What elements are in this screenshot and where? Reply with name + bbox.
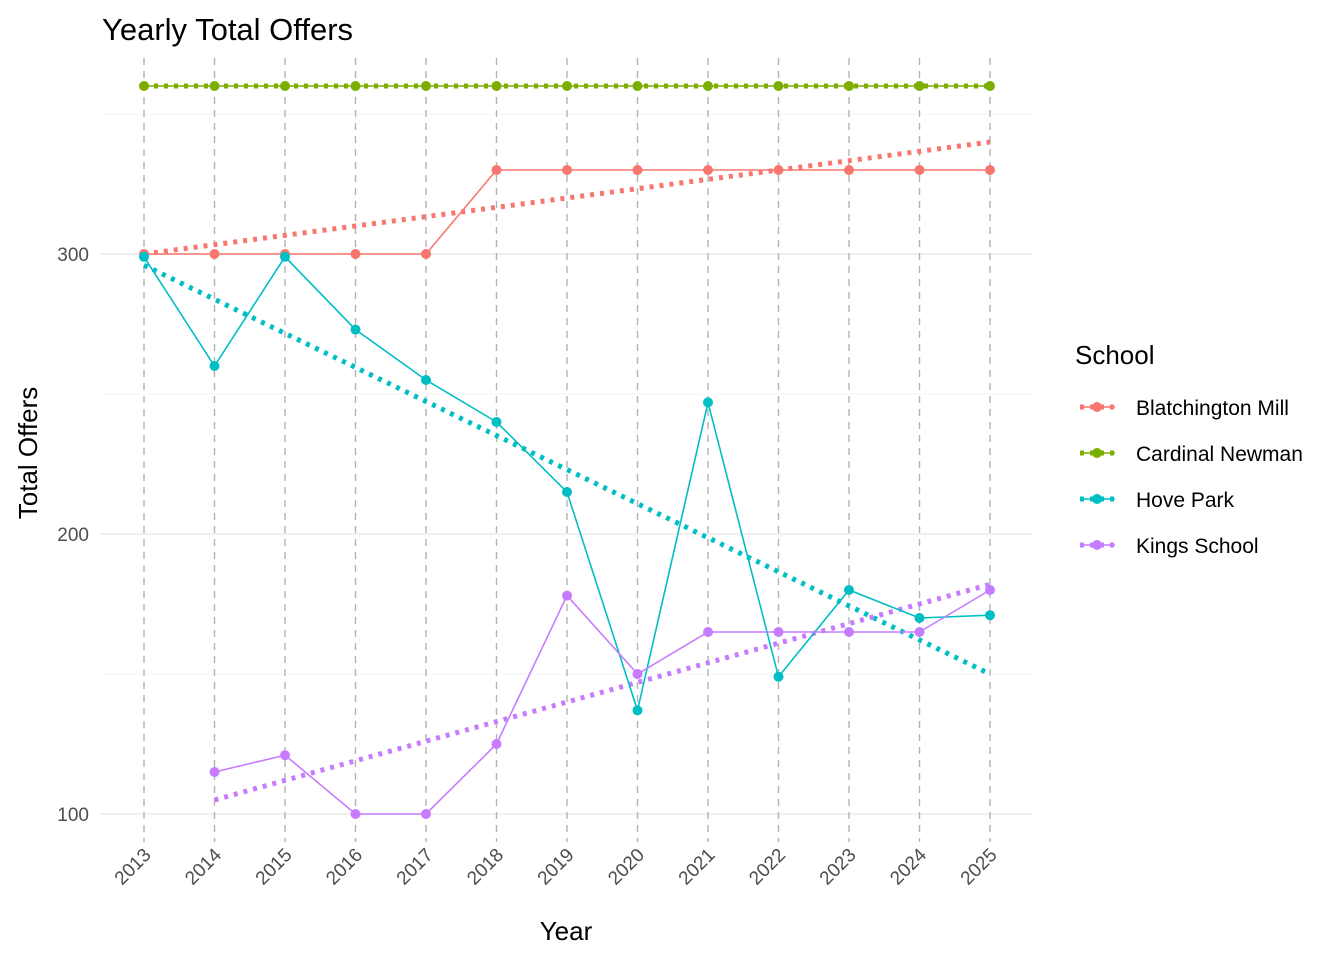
legend-label: Kings School <box>1136 535 1259 558</box>
data-point <box>844 627 854 637</box>
data-point <box>350 81 361 91</box>
data-point <box>280 750 290 761</box>
data-point <box>421 375 431 385</box>
x-tick-label: 2020 <box>604 845 649 890</box>
legend-item: Hove Park <box>1080 489 1235 512</box>
x-axis-title: Year <box>540 916 593 946</box>
data-point <box>562 165 572 175</box>
data-point <box>985 81 995 91</box>
legend: School Blatchington Mill Cardinal Newman H… <box>1075 340 1303 558</box>
x-tick-label: 2013 <box>111 845 156 890</box>
series-lines <box>139 81 995 819</box>
data-point <box>985 165 995 175</box>
y-axis-title: Total Offers <box>13 387 43 519</box>
legend-label: Hove Park <box>1136 489 1235 512</box>
legend-point-key <box>1092 494 1102 504</box>
data-point <box>209 81 220 91</box>
data-point <box>562 590 572 601</box>
data-point <box>773 671 784 682</box>
y-axis-ticks: 100 200 300 <box>57 245 89 826</box>
legend-point-key <box>1092 448 1102 458</box>
x-tick-label: 2021 <box>675 845 720 890</box>
x-tick-label: 2015 <box>252 845 297 890</box>
data-point <box>773 165 784 175</box>
series-line <box>214 589 991 815</box>
data-point <box>491 417 502 427</box>
data-point <box>703 81 713 91</box>
data-point <box>562 487 572 497</box>
vertical-dashed-lines <box>143 58 991 842</box>
data-point <box>844 81 854 91</box>
legend-item: Blatchington Mill <box>1080 397 1289 420</box>
data-point <box>773 81 784 91</box>
data-point <box>844 585 854 595</box>
y-tick-label: 300 <box>57 245 89 266</box>
x-axis-ticks: 2013 2014 2015 2016 2017 2018 2019 2020 2021 2022… <box>111 844 1002 889</box>
data-point <box>421 81 431 91</box>
data-point <box>632 81 643 91</box>
data-point <box>280 81 290 91</box>
y-tick-label: 200 <box>57 525 89 546</box>
legend-label: Cardinal Newman <box>1136 443 1303 466</box>
data-point <box>421 809 431 819</box>
data-point <box>491 81 502 91</box>
x-tick-label: 2014 <box>181 844 226 889</box>
data-point <box>632 165 643 175</box>
data-point <box>703 165 713 175</box>
data-point <box>844 165 854 175</box>
data-point <box>209 767 220 777</box>
legend-item: Cardinal Newman <box>1080 443 1303 466</box>
data-point <box>562 81 572 91</box>
x-tick-label: 2017 <box>393 845 438 890</box>
data-point <box>350 809 361 819</box>
data-point <box>632 705 643 716</box>
data-point <box>703 397 713 408</box>
legend-point-key <box>1092 402 1102 412</box>
data-point <box>421 249 431 259</box>
data-point <box>914 81 925 91</box>
data-point <box>491 739 502 749</box>
y-tick-label: 100 <box>57 805 89 826</box>
data-point <box>914 627 925 637</box>
x-tick-label: 2022 <box>745 845 790 890</box>
data-point <box>914 165 925 175</box>
data-point <box>773 627 784 637</box>
data-point <box>209 249 220 259</box>
data-point <box>632 669 643 679</box>
x-tick-label: 2025 <box>957 845 1002 890</box>
legend-label: Blatchington Mill <box>1136 397 1289 420</box>
data-point <box>703 627 713 637</box>
data-point <box>985 585 995 595</box>
trend-line <box>143 139 991 257</box>
data-point <box>209 361 220 371</box>
data-point <box>491 165 502 175</box>
data-point <box>350 324 361 335</box>
trend-line <box>213 581 991 803</box>
trend-line <box>142 262 992 677</box>
x-tick-label: 2016 <box>322 845 367 890</box>
legend-title: School <box>1075 340 1155 370</box>
chart-title: Yearly Total Offers <box>102 12 353 47</box>
x-tick-label: 2019 <box>534 845 579 890</box>
data-point <box>350 249 361 259</box>
x-tick-label: 2018 <box>463 845 508 890</box>
data-point <box>139 81 149 91</box>
data-point <box>914 613 925 623</box>
legend-item: Kings School <box>1080 535 1259 558</box>
x-tick-label: 2024 <box>886 844 931 889</box>
legend-point-key <box>1092 540 1102 550</box>
data-point <box>139 251 149 262</box>
x-tick-label: 2023 <box>816 845 861 890</box>
data-point <box>280 251 290 262</box>
data-point <box>985 610 995 621</box>
